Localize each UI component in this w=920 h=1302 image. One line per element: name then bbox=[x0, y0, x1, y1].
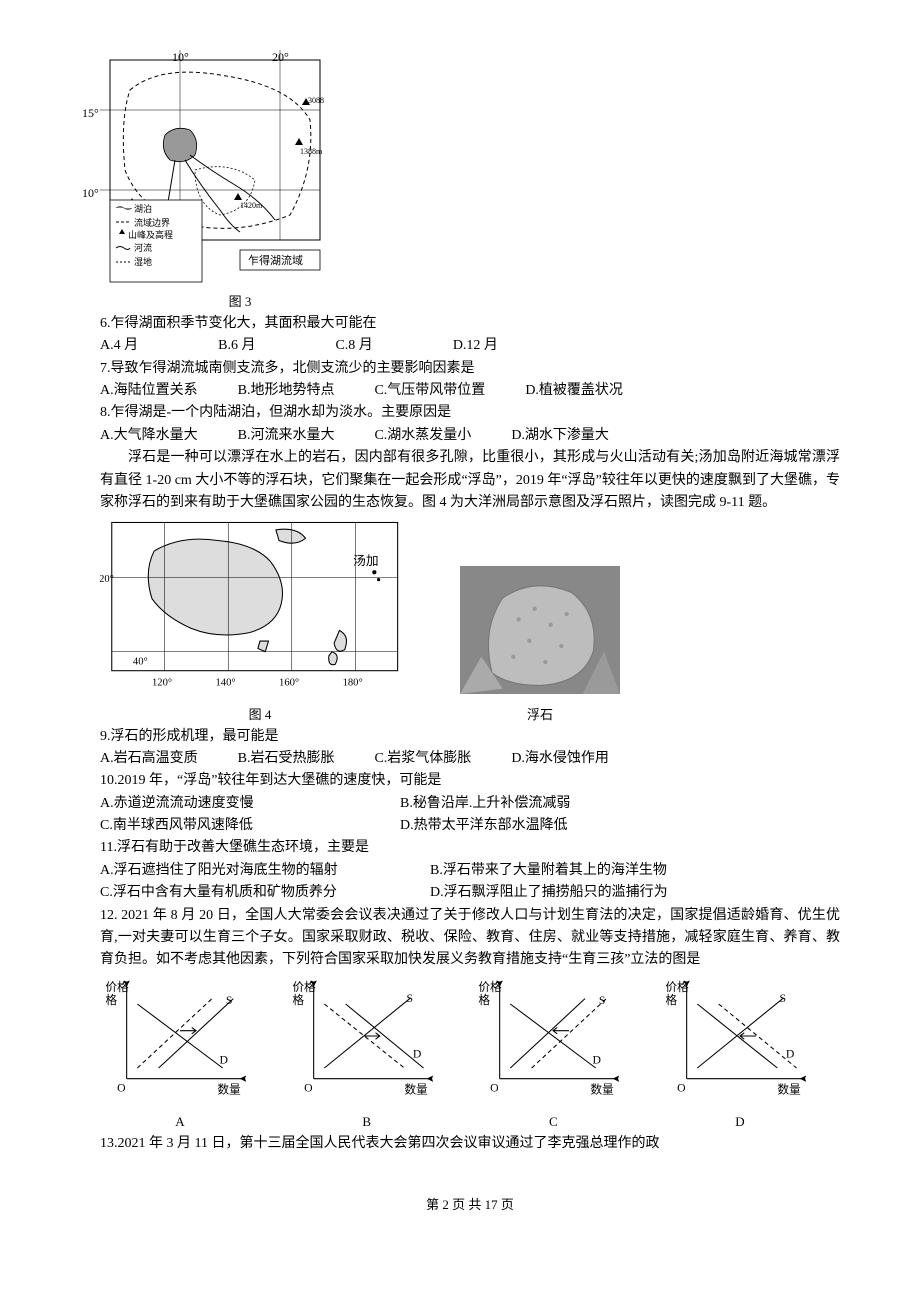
q7-opt-c: C.气压带风带位置 bbox=[374, 380, 485, 402]
lon180: 180° bbox=[343, 678, 363, 689]
q7-opt-a: A.海陆位置关系 bbox=[100, 380, 198, 402]
lat-top: 15° bbox=[82, 104, 99, 123]
chart-c: 价格 格 数量 O S D C bbox=[473, 972, 633, 1133]
legend-lake: 湖泊 bbox=[134, 204, 152, 214]
q8-opt-d: D.湖水下渗量大 bbox=[511, 425, 609, 447]
q10-opt-b: B.秘鲁沿岸.上升补偿流减弱 bbox=[400, 793, 700, 815]
q9-opt-a: A.岩石高温变质 bbox=[100, 748, 198, 770]
svg-text:价格: 价格 bbox=[105, 980, 129, 994]
tonga-label: 汤加 bbox=[353, 554, 378, 568]
svg-text:格: 格 bbox=[665, 993, 677, 1007]
chart-d: 价格 格 数量 O S D D bbox=[660, 972, 820, 1133]
q6-opt-c: C.8 月 bbox=[335, 335, 372, 357]
q10-opt-d: D.热带太平洋东部水温降低 bbox=[400, 815, 700, 837]
svg-text:价格: 价格 bbox=[665, 980, 689, 994]
q11-stem: 11.浮石有助于改善大堡礁生态环境，主要是 bbox=[100, 837, 840, 859]
svg-text:数量: 数量 bbox=[777, 1082, 801, 1096]
svg-text:O: O bbox=[677, 1081, 685, 1094]
chart-d-label: D bbox=[660, 1112, 820, 1133]
q6-opt-b: B.6 月 bbox=[218, 335, 255, 357]
svg-text:数量: 数量 bbox=[404, 1082, 428, 1096]
pumice-label: 浮石 bbox=[460, 705, 620, 726]
legend-wetland: 湿地 bbox=[134, 256, 152, 267]
figure4-caption: 图 4 bbox=[100, 705, 420, 726]
svg-text:O: O bbox=[490, 1081, 498, 1094]
region-label: 乍得湖流域 bbox=[248, 253, 303, 267]
q6-opt-d: D.12 月 bbox=[453, 335, 498, 357]
chart-a-label: A bbox=[100, 1112, 260, 1133]
lon-right: 20° bbox=[272, 48, 289, 67]
svg-text:S: S bbox=[779, 992, 786, 1005]
q8-opt-a: A.大气降水量大 bbox=[100, 425, 198, 447]
svg-text:O: O bbox=[117, 1081, 125, 1094]
svg-text:价格: 价格 bbox=[479, 980, 503, 994]
q7-opt-d: D.植被覆盖状况 bbox=[525, 380, 623, 402]
q6-opt-a: A.4 月 bbox=[100, 335, 138, 357]
figure4-row: 汤加 20° 40° 120° 140° 160° 180° 图 4 bbox=[100, 514, 840, 725]
q10-stem: 10.2019 年，“浮岛”较往年到达大堡礁的速度快，可能是 bbox=[100, 770, 840, 792]
svg-text:D: D bbox=[413, 1047, 421, 1060]
svg-text:O: O bbox=[304, 1081, 312, 1094]
elev3-label: 1420m bbox=[240, 201, 263, 210]
q10-opt-a: A.赤道逆流流动速度变慢 bbox=[100, 793, 400, 815]
svg-text:价格: 价格 bbox=[292, 980, 316, 994]
figure3-caption: 图 3 bbox=[100, 292, 380, 313]
elev1-label: 3088 bbox=[308, 96, 324, 105]
page-footer: 第 2 页 共 17 页 bbox=[100, 1195, 840, 1216]
lon160: 160° bbox=[279, 678, 299, 689]
svg-text:S: S bbox=[226, 994, 233, 1007]
chart-a: 价格 格 数量 O S D A bbox=[100, 972, 260, 1133]
q11-opt-c: C.浮石中含有大量有机质和矿物质养分 bbox=[100, 882, 430, 904]
legend-boundary: 流域边界 bbox=[134, 217, 170, 228]
lat20-label: 20° bbox=[100, 574, 114, 585]
lat-mid: 10° bbox=[82, 184, 99, 203]
chart-b: 价格 格 数量 O S D B bbox=[287, 972, 447, 1133]
q11-opt-d: D.浮石飘浮阻止了捕捞船只的滥捕行为 bbox=[430, 882, 760, 904]
svg-text:格: 格 bbox=[292, 993, 304, 1007]
q9-opt-c: C.岩浆气体膨胀 bbox=[374, 748, 471, 770]
q9-stem: 9.浮石的形成机理，最可能是 bbox=[100, 726, 840, 748]
q13-stem: 13.2021 年 3 月 11 日，第十三届全国人民代表大会第四次会议审议通过… bbox=[100, 1133, 840, 1155]
svg-text:数量: 数量 bbox=[217, 1082, 241, 1096]
q7-opt-b: B.地形地势特点 bbox=[238, 380, 335, 402]
q8-opt-b: B.河流来水量大 bbox=[238, 425, 335, 447]
svg-text:S: S bbox=[406, 992, 413, 1005]
charts-row: 价格 格 数量 O S D A 价格 格 数量 O S bbox=[100, 972, 820, 1133]
elev2-label: 1388m bbox=[300, 147, 323, 156]
chart-b-label: B bbox=[287, 1112, 447, 1133]
map4-svg: 汤加 20° 40° 120° 140° 160° 180° bbox=[100, 514, 420, 694]
svg-text:数量: 数量 bbox=[591, 1082, 615, 1096]
svg-text:S: S bbox=[599, 994, 606, 1007]
q6-stem: 6.乍得湖面积季节变化大，其面积最大可能在 bbox=[100, 313, 840, 335]
q7-stem: 7.导致乍得湖流城南侧支流多，北侧支流少的主要影响因素是 bbox=[100, 358, 840, 380]
passage2: 浮石是一种可以漂浮在水上的岩石，因内部有很多孔隙，比重很小，其形成与火山活动有关… bbox=[100, 447, 840, 514]
q9-opt-d: D.海水侵蚀作用 bbox=[511, 748, 609, 770]
pumice-photo bbox=[460, 566, 620, 694]
svg-text:格: 格 bbox=[479, 993, 491, 1007]
legend-river: 河流 bbox=[134, 242, 152, 253]
svg-text:D: D bbox=[219, 1054, 227, 1067]
svg-text:D: D bbox=[593, 1054, 601, 1067]
q9-opt-b: B.岩石受热膨胀 bbox=[238, 748, 335, 770]
legend-peak: 山峰及高程 bbox=[128, 229, 173, 240]
q11-opt-a: A.浮石遮挡住了阳光对海底生物的辐射 bbox=[100, 860, 430, 882]
q12-stem: 12. 2021 年 8 月 20 日，全国人大常委会会议表决通过了关于修改人口… bbox=[100, 905, 840, 972]
svg-text:D: D bbox=[786, 1047, 794, 1060]
lon-left: 10° bbox=[172, 48, 189, 67]
q11-opt-b: B.浮石带来了大量附着其上的海洋生物 bbox=[430, 860, 760, 882]
chart-c-label: C bbox=[473, 1112, 633, 1133]
q8-opt-c: C.湖水蒸发量小 bbox=[374, 425, 471, 447]
figure3-map: 3088 1388m 1420m 1420m 湖泊 流域边界 山峰及高程 河流 … bbox=[100, 50, 380, 313]
lon120: 120° bbox=[152, 678, 172, 689]
q10-opt-c: C.南半球西风带风速降低 bbox=[100, 815, 400, 837]
lon140: 140° bbox=[216, 678, 236, 689]
map3-svg: 3088 1388m 1420m 1420m 湖泊 流域边界 山峰及高程 河流 … bbox=[100, 50, 380, 290]
q8-stem: 8.乍得湖是-一个内陆湖泊，但湖水却为淡水。主要原因是 bbox=[100, 402, 840, 424]
lat40-label: 40° bbox=[133, 657, 148, 668]
svg-text:格: 格 bbox=[105, 993, 117, 1007]
